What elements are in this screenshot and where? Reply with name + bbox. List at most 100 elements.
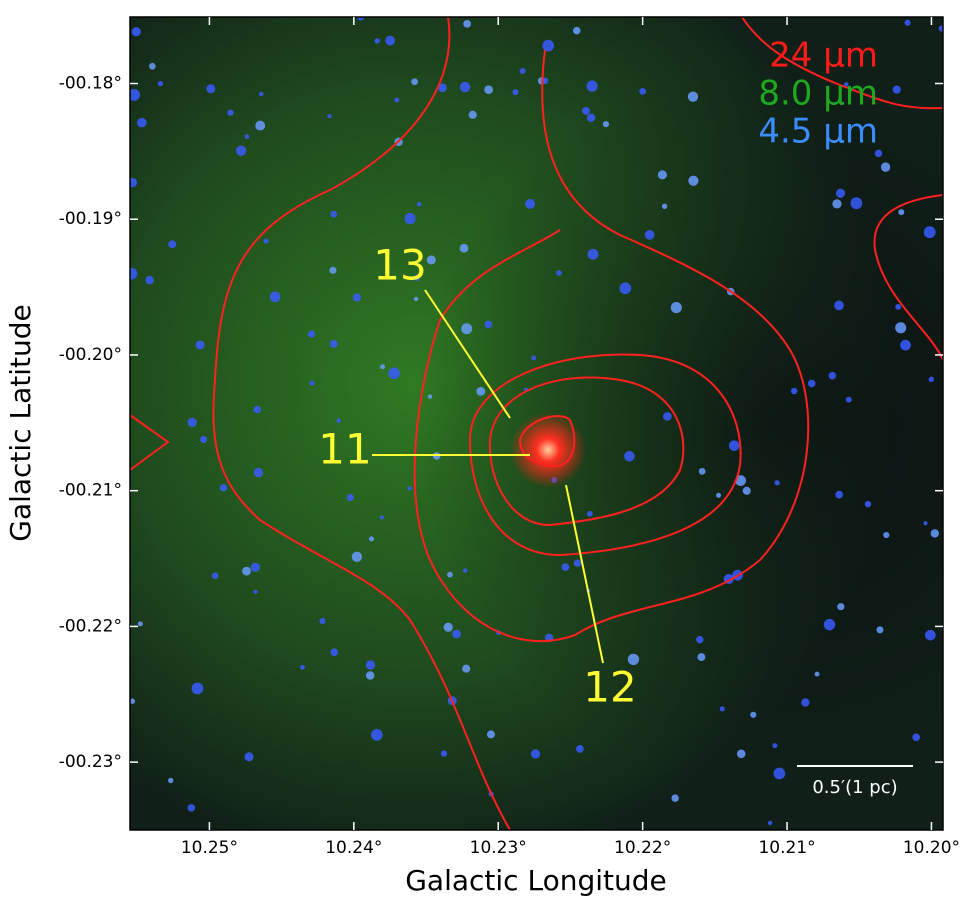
- star: [411, 78, 419, 86]
- star: [168, 240, 177, 249]
- star: [462, 568, 468, 573]
- legend-entry: 4.5 μm: [758, 112, 878, 152]
- star: [379, 515, 384, 520]
- contour: [212, 17, 511, 830]
- star: [823, 618, 836, 631]
- star: [671, 794, 679, 802]
- star: [371, 729, 383, 741]
- star: [688, 175, 699, 186]
- star: [443, 622, 453, 632]
- star: [244, 752, 254, 762]
- star: [844, 82, 849, 87]
- star: [530, 749, 541, 759]
- star: [801, 698, 810, 707]
- star: [657, 170, 667, 180]
- star: [219, 484, 228, 492]
- star: [587, 248, 599, 260]
- star: [330, 648, 339, 657]
- legend-entry: 24 μm: [769, 36, 878, 76]
- plot-frame: [129, 16, 944, 831]
- star: [874, 149, 883, 158]
- star: [327, 114, 332, 119]
- star: [698, 467, 706, 475]
- star: [269, 291, 281, 303]
- star: [484, 320, 493, 329]
- star: [352, 293, 361, 302]
- star: [463, 19, 472, 28]
- star: [242, 566, 251, 576]
- star: [149, 62, 156, 70]
- star: [459, 243, 469, 253]
- star: [330, 210, 338, 218]
- star: [923, 226, 936, 239]
- y-tick-label: -00.22°: [59, 616, 122, 636]
- star: [137, 621, 143, 627]
- pointer: [565, 484, 604, 664]
- star: [416, 201, 422, 207]
- star: [413, 296, 419, 302]
- star: [404, 213, 416, 225]
- star: [925, 629, 936, 641]
- star: [250, 562, 260, 572]
- star: [774, 480, 780, 486]
- star: [697, 653, 706, 662]
- star: [427, 394, 433, 399]
- star: [187, 417, 197, 427]
- star: [300, 664, 305, 670]
- contour: [873, 194, 943, 361]
- star: [573, 559, 582, 567]
- star: [157, 80, 164, 87]
- star: [187, 804, 196, 812]
- star: [307, 330, 316, 338]
- star: [486, 730, 495, 739]
- contour: [468, 353, 742, 557]
- star: [728, 440, 740, 451]
- contour: [413, 49, 810, 643]
- star: [835, 188, 846, 198]
- star: [130, 177, 138, 188]
- y-tick-label: -00.18°: [59, 74, 122, 94]
- star: [336, 418, 341, 424]
- star: [437, 83, 447, 93]
- star: [462, 664, 471, 673]
- legend: 24 μm8.0 μm4.5 μm: [758, 36, 878, 152]
- star: [145, 275, 154, 285]
- x-tick-label: 10.24°: [325, 838, 382, 858]
- star: [895, 322, 907, 334]
- star: [662, 412, 672, 421]
- star: [892, 85, 901, 94]
- star: [447, 571, 453, 578]
- star: [572, 26, 581, 35]
- star: [468, 110, 477, 119]
- star: [191, 682, 204, 695]
- star: [253, 405, 262, 414]
- star: [586, 113, 596, 122]
- star: [130, 267, 138, 280]
- star: [346, 493, 354, 502]
- star: [227, 109, 234, 116]
- star: [413, 274, 420, 282]
- star: [880, 162, 891, 172]
- star: [137, 117, 147, 128]
- star: [374, 38, 380, 44]
- x-tick-label: 10.25°: [181, 838, 238, 858]
- star: [556, 270, 562, 276]
- star: [512, 89, 519, 96]
- star: [767, 820, 773, 826]
- x-axis-label: Galactic Longitude: [405, 864, 667, 897]
- star: [639, 88, 646, 95]
- star: [619, 282, 632, 295]
- star: [586, 510, 593, 517]
- image: [130, 17, 943, 830]
- contour: [518, 415, 576, 468]
- star: [407, 486, 412, 491]
- star: [130, 89, 141, 101]
- star: [531, 355, 537, 361]
- star: [898, 209, 905, 216]
- annotation: 13: [373, 241, 426, 290]
- x-tick-label: 10.22°: [614, 838, 671, 858]
- y-axis-label: Galactic Latitude: [4, 304, 37, 541]
- star: [385, 35, 396, 46]
- star: [687, 91, 699, 102]
